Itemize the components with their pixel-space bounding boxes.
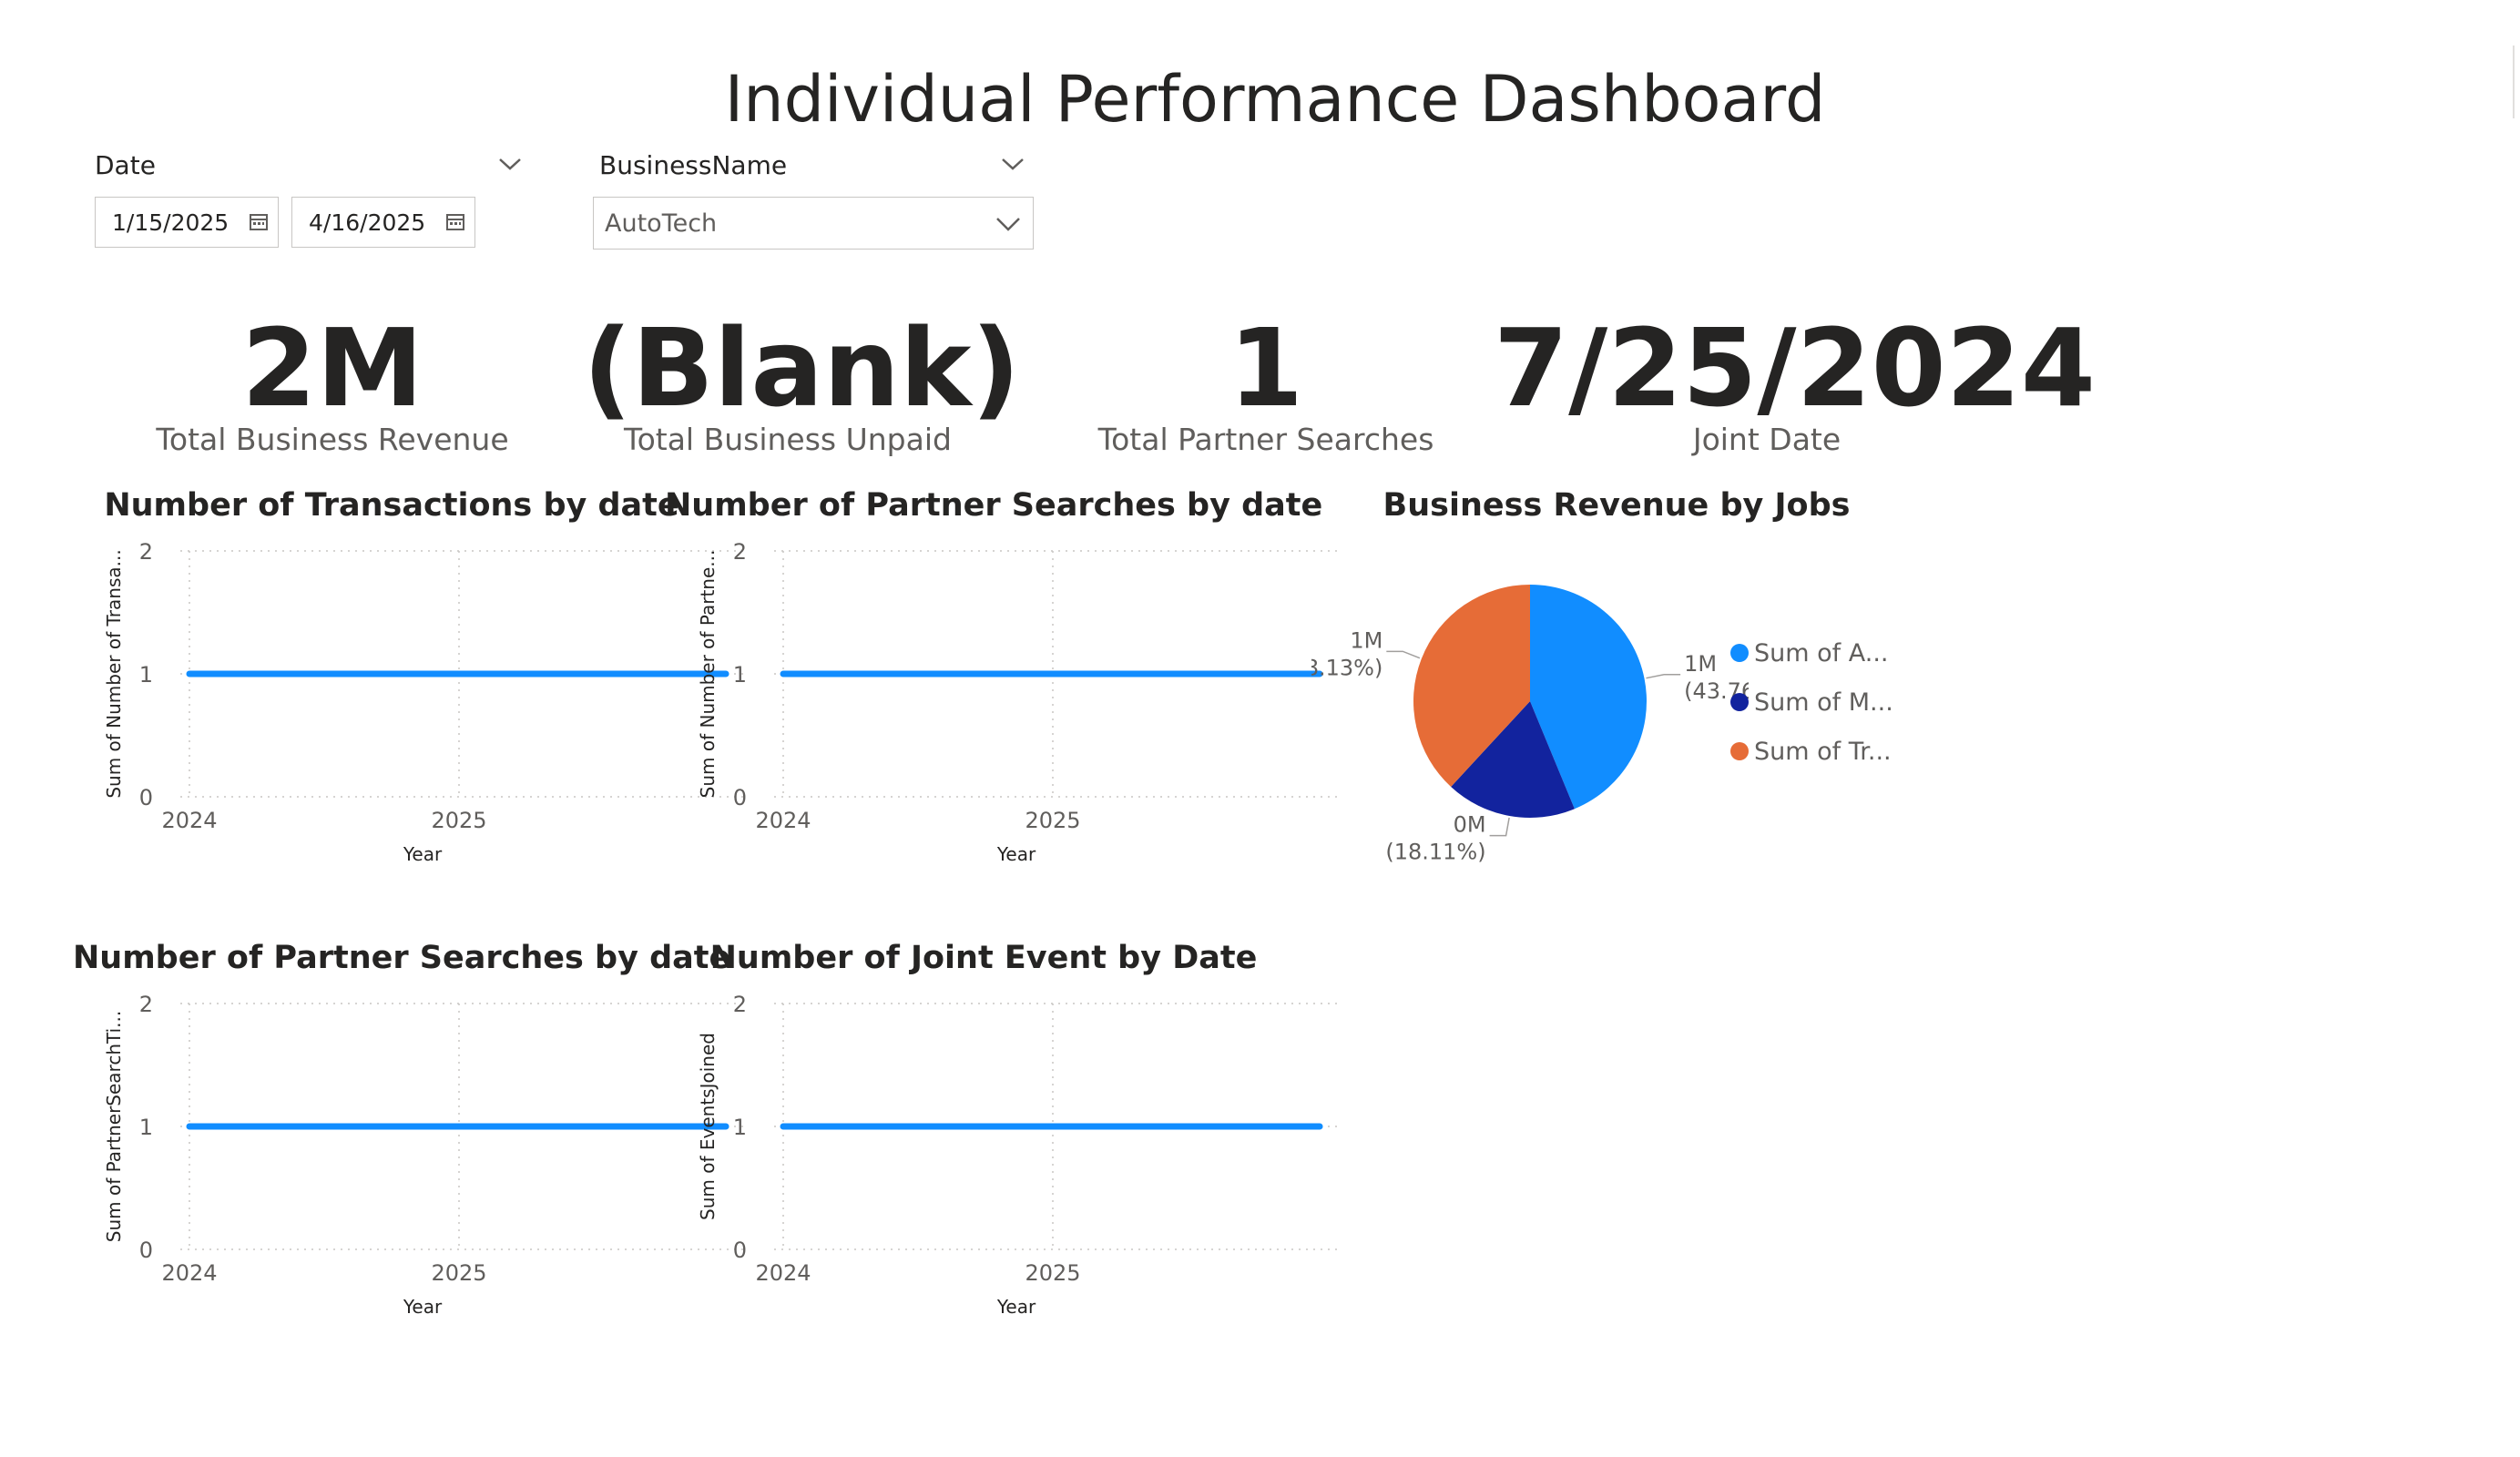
y-axis-title: Sum of PartnerSearchTi... (103, 1011, 125, 1242)
transactions-line-chart[interactable]: 0 1 2 2024 2025 Year Sum of Number of Transa..… (91, 533, 747, 879)
pie-percent-label: (18.11%) (1385, 840, 1485, 865)
x-tick-label: 2024 (161, 1260, 217, 1286)
scrollbar[interactable] (2513, 46, 2520, 118)
x-tick-label: 2024 (161, 808, 217, 833)
y-tick-label: 1 (139, 1115, 153, 1140)
y-tick-label: 2 (139, 539, 153, 565)
legend-dot-icon (1730, 644, 1749, 662)
date-slicer-label: Date (95, 150, 156, 180)
calendar-icon[interactable] (445, 211, 465, 231)
chart-title: Number of Transactions by date (104, 487, 679, 524)
kpi-card-revenue: 2M Total Business Revenue (128, 314, 537, 457)
pie-slice (1530, 585, 1647, 810)
legend-item[interactable]: Sum of Tr... (1730, 727, 1893, 776)
leader-line (1646, 674, 1681, 679)
x-axis-title: Year (996, 843, 1036, 865)
y-tick-label: 1 (139, 662, 153, 688)
y-tick-label: 2 (733, 992, 747, 1017)
pie-percent-label: (38.13%) (1311, 655, 1382, 680)
kpi-label: Total Business Revenue (156, 422, 509, 457)
business-slicer-chevron-icon[interactable] (999, 150, 1026, 178)
date-slicer-chevron-icon[interactable] (496, 150, 524, 178)
y-tick-label: 2 (733, 539, 747, 565)
chart-title: Number of Partner Searches by date (73, 940, 731, 976)
legend-dot-icon (1730, 742, 1749, 760)
start-date-value: 1/15/2025 (112, 209, 230, 236)
kpi-value: (Blank) (583, 305, 1021, 431)
business-slicer-label: BusinessName (599, 150, 788, 180)
legend-label: Sum of M... (1754, 688, 1893, 717)
x-tick-label: 2024 (755, 808, 811, 833)
y-tick-label: 2 (139, 992, 153, 1017)
y-tick-label: 0 (139, 785, 153, 810)
kpi-card-partner-searches: 1 Total Partner Searches (1061, 314, 1471, 457)
partner-search-times-line-chart[interactable]: 0 1 2 2024 2025 Year Sum of PartnerSearchTi... (91, 985, 747, 1331)
y-axis-title: Sum of EventsJoined (697, 1033, 719, 1220)
chart-title: Number of Joint Event by Date (709, 940, 1258, 976)
kpi-value: 2M (241, 305, 423, 431)
x-tick-label: 2025 (1025, 808, 1080, 833)
partner-searches-line-chart[interactable]: 0 1 2 2024 2025 Year Sum of Number of Partne..… (685, 533, 1341, 879)
kpi-card-unpaid: (Blank) Total Business Unpaid (583, 305, 1021, 457)
end-date-input[interactable]: 4/16/2025 (291, 197, 475, 248)
joint-events-line-chart[interactable]: 0 1 2 2024 2025 Year Sum of EventsJoined (685, 985, 1341, 1331)
pie-value-label: 1M (1684, 651, 1717, 677)
x-tick-label: 2025 (431, 808, 486, 833)
start-date-input[interactable]: 1/15/2025 (95, 197, 279, 248)
kpi-label: Total Business Unpaid (624, 422, 952, 457)
pie-value-label: 0M (1454, 812, 1486, 838)
pie-value-label: 1M (1350, 627, 1382, 653)
x-tick-label: 2024 (755, 1260, 811, 1286)
chart-title: Business Revenue by Jobs (1382, 487, 1851, 524)
legend-label: Sum of A... (1754, 638, 1889, 667)
business-dropdown-value: AutoTech (605, 209, 718, 238)
chevron-down-icon[interactable] (995, 210, 1022, 238)
y-tick-label: 0 (733, 1238, 747, 1263)
y-tick-label: 0 (139, 1238, 153, 1263)
x-tick-label: 2025 (1025, 1260, 1080, 1286)
leader-line (1386, 650, 1421, 659)
business-revenue-pie-chart[interactable]: 1M(43.76%)0M(18.11%)1M(38.13%) (1311, 546, 1749, 874)
calendar-icon[interactable] (249, 211, 269, 231)
kpi-value: 7/25/2024 (1494, 305, 2096, 431)
x-axis-title: Year (996, 1296, 1036, 1318)
pie-slice (1451, 701, 1575, 818)
pie-slice (1413, 585, 1530, 788)
legend-item[interactable]: Sum of M... (1730, 678, 1893, 727)
y-tick-label: 1 (733, 662, 747, 688)
y-axis-title: Sum of Number of Partne... (697, 550, 719, 799)
legend-dot-icon (1730, 693, 1749, 711)
y-tick-label: 0 (733, 785, 747, 810)
kpi-value: 1 (1228, 305, 1304, 431)
x-tick-label: 2025 (431, 1260, 486, 1286)
kpi-label: Total Partner Searches (1097, 422, 1434, 457)
page-title: Individual Performance Dashboard (724, 62, 1826, 137)
kpi-card-joint-date: 7/25/2024 Joint Date (1494, 305, 2096, 457)
x-axis-title: Year (403, 843, 443, 865)
kpi-label: Joint Date (1692, 422, 1842, 457)
legend-label: Sum of Tr... (1754, 737, 1892, 766)
legend-item[interactable]: Sum of A... (1730, 628, 1893, 678)
y-axis-title: Sum of Number of Transa... (103, 549, 125, 798)
chart-title: Number of Partner Searches by date (665, 487, 1323, 524)
pie-legend: Sum of A... Sum of M... Sum of Tr... (1730, 628, 1893, 776)
business-dropdown[interactable]: AutoTech (593, 197, 1034, 250)
y-tick-label: 1 (733, 1115, 747, 1140)
leader-line (1489, 817, 1510, 837)
x-axis-title: Year (403, 1296, 443, 1318)
end-date-value: 4/16/2025 (309, 209, 426, 236)
